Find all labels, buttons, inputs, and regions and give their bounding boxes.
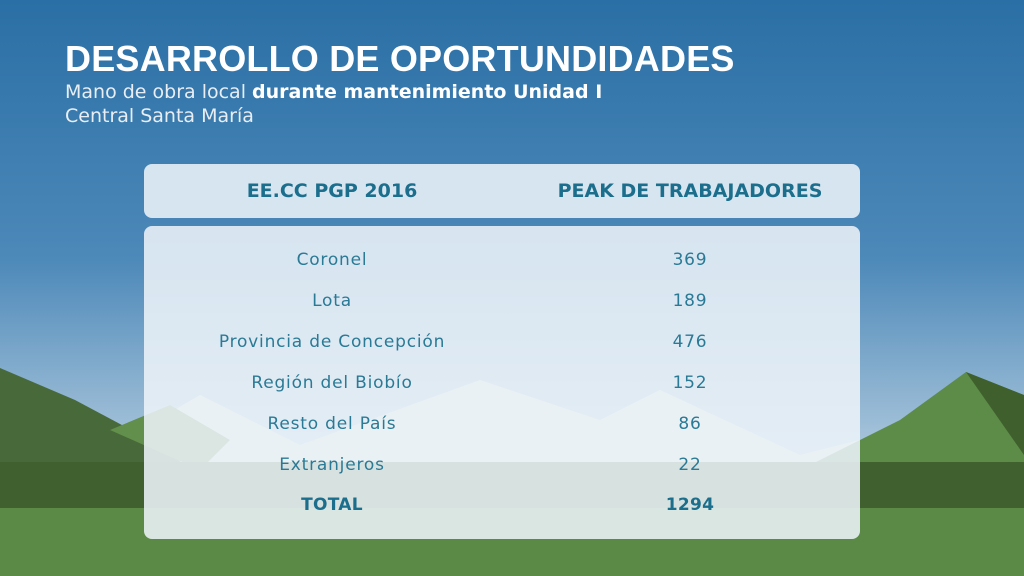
row-value: 22 [678, 455, 702, 475]
subtitle-part2-bold: durante mantenimiento Unidad I [252, 81, 603, 103]
row-value: 189 [672, 291, 708, 311]
table-header: EE.CC PGP 2016 PEAK DE TRABAJADORES [144, 164, 860, 218]
subtitle-part1: Mano de obra local [65, 81, 253, 103]
row-label: Resto del País [267, 414, 397, 434]
title-block: DESARROLLO DE OPORTUNDIDADES Mano de obr… [65, 38, 965, 128]
total-value: 1294 [665, 495, 715, 515]
row-label: Extranjeros [279, 455, 385, 475]
header-col-peak-workers: PEAK DE TRABAJADORES [557, 180, 823, 202]
row-label: Región del Biobío [251, 373, 413, 393]
row-label: Provincia de Concepción [218, 332, 446, 352]
row-label: Lota [312, 291, 352, 311]
header-col-contractors: EE.CC PGP 2016 [246, 180, 418, 202]
table-body: Coronel 369 Lota 189 Provincia de Concep… [144, 226, 860, 539]
slide-subtitle: Mano de obra local durante mantenimiento… [65, 80, 965, 104]
row-value: 86 [678, 414, 702, 434]
slide-subtitle-line2: Central Santa María [65, 105, 254, 127]
row-value: 476 [672, 332, 708, 352]
slide-title: DESARROLLO DE OPORTUNDIDADES [65, 38, 735, 79]
right-hill-shadow [966, 372, 1024, 455]
row-value: 369 [672, 250, 708, 270]
row-label: Coronel [296, 250, 368, 270]
row-value: 152 [672, 373, 708, 393]
total-label: TOTAL [301, 495, 363, 515]
